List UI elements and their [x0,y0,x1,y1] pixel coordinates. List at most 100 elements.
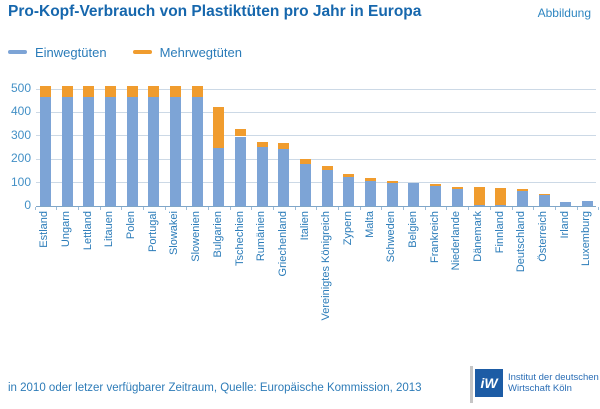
x-axis-tick [446,207,448,210]
x-axis-tick [186,207,188,210]
x-axis-category-label: Tschechien [233,211,246,267]
bar-segment-mehrwegtueten [191,86,203,97]
x-axis-tick [533,207,535,210]
x-axis-category-label: Luxemburg [580,211,593,267]
x-axis-category-label: Litauen [103,211,116,248]
x-axis-tick [56,207,58,210]
x-axis-tick [273,207,275,210]
x-axis-category-label: Vereinigtes Königreich [320,211,333,321]
bar-segment-mehrwegtueten [300,159,312,164]
gridline [36,182,596,184]
x-axis-category-label: Schweden [385,211,398,263]
bar-segment-einwegtueten [235,136,247,206]
bar-segment-einwegtueten [451,189,463,206]
x-axis-line [36,205,596,207]
bar-segment-mehrwegtueten [495,187,507,206]
bar-segment-einwegtueten [343,176,355,206]
iw-logo-mark: iW [480,375,498,391]
x-axis-tick [251,207,253,210]
legend-item-mehrwegtueten: Mehrwegtüten [132,44,242,60]
iw-logo-icon: iW [475,369,503,397]
bar-segment-mehrwegtueten [256,141,268,148]
y-axis-tick-label: 0 [24,198,31,212]
x-axis-tick [121,207,123,210]
bar-segment-mehrwegtueten [343,173,355,177]
bar-segment-mehrwegtueten [148,86,160,97]
bar-segment-mehrwegtueten [386,180,398,183]
y-axis-tick-label: 200 [10,151,31,166]
bar-segment-mehrwegtueten [61,86,73,97]
legend-swatch-orange-icon [132,50,152,54]
x-axis-tick [403,207,405,210]
legend-swatch-blue-icon [8,50,27,54]
bar-segment-mehrwegtueten [39,86,51,97]
bar-segment-einwegtueten [538,195,550,206]
gridline [36,88,596,90]
legend-label: Einwegtüten [35,44,107,60]
y-axis-tick-label: 300 [10,127,31,142]
legend: Einwegtüten Mehrwegtüten [8,44,268,60]
x-axis-category-label: Irland [558,211,571,239]
bar-segment-mehrwegtueten [126,86,138,97]
x-axis-category-label: Slowakei [168,211,181,256]
iw-koeln-logo: iW Institut der deutschen Wirtschaft Köl… [470,366,599,403]
x-axis-tick [34,207,36,210]
bar-segment-mehrwegtueten [538,194,550,196]
bar-segment-einwegtueten [386,182,398,206]
x-axis-category-label: Italien [298,211,311,241]
x-axis-tick [316,207,318,210]
x-axis-category-label: Malta [363,211,376,238]
y-axis-tick-label: 100 [10,174,31,189]
logo-divider [470,366,473,403]
x-axis-category-label: Belgien [406,211,419,248]
x-axis-category-label: Zypern [341,211,354,246]
bar-segment-einwegtueten [169,96,181,206]
x-axis-tick [489,207,491,210]
x-axis-category-label: Finnland [493,211,506,254]
bar-segment-mehrwegtueten [473,187,485,206]
legend-label: Mehrwegtüten [159,44,242,60]
gridline [36,135,596,137]
x-axis-category-label: Bulgarien [211,211,224,258]
x-axis-category-label: Ungarn [60,211,73,248]
x-axis-tick [468,207,470,210]
bar-segment-mehrwegtueten [169,86,181,97]
bar-segment-einwegtueten [256,147,268,206]
bar-segment-mehrwegtueten [278,143,290,150]
x-axis-tick [99,207,101,210]
x-axis-category-label: Deutschland [515,211,528,273]
bar-segment-einwegtueten [560,201,572,206]
gridline [36,111,596,113]
legend-item-einwegtueten: Einwegtüten [8,45,107,60]
bar-segment-einwegtueten [126,96,138,206]
x-axis-category-label: Österreich [537,211,550,262]
bar-segment-mehrwegtueten [213,107,225,149]
bar-segment-einwegtueten [581,201,593,206]
chart-title: Pro-Kopf-Verbrauch von Plastiktüten pro … [8,3,422,20]
bar-segment-einwegtueten [321,170,333,206]
x-axis-category-label: Niederlande [450,211,463,271]
x-axis-tick [142,207,144,210]
bar-segment-einwegtueten [516,191,528,206]
x-axis-category-label: Griechenland [276,211,289,277]
bar-segment-mehrwegtueten [430,184,442,187]
logo-text-line1: Institut der deutschen [508,372,599,383]
figure-corner-label: Abbildung [537,6,591,20]
bar-segment-einwegtueten [191,96,203,206]
x-axis-tick [229,207,231,210]
x-axis-tick [294,207,296,210]
bar-segment-einwegtueten [408,182,420,206]
bar-segment-mehrwegtueten [321,165,333,171]
bar-segment-mehrwegtueten [83,86,95,97]
bar-segment-einwegtueten [365,180,377,206]
x-axis-tick [424,207,426,210]
x-axis-tick [381,207,383,210]
bar-segment-mehrwegtueten [104,86,116,97]
x-axis-tick [598,207,600,210]
bar-segment-mehrwegtueten [235,128,247,137]
bar-segment-einwegtueten [213,148,225,206]
bar-segment-einwegtueten [83,96,95,206]
x-axis-tick [554,207,556,210]
bar-segment-mehrwegtueten [516,189,528,191]
bar-segment-einwegtueten [61,96,73,206]
